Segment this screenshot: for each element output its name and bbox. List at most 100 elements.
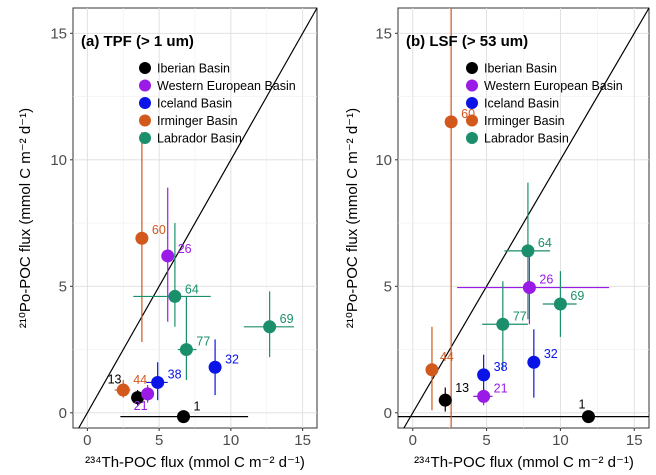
point-label: 21 bbox=[494, 381, 508, 395]
data-point bbox=[522, 281, 536, 295]
x-axis-label-b: ²³⁴Th-POC flux (mmol C m⁻² d⁻¹) bbox=[414, 454, 634, 471]
legend-entry: Iceland Basin bbox=[484, 97, 559, 111]
point-label: 26 bbox=[178, 242, 192, 256]
point-label: 44 bbox=[133, 373, 147, 387]
tick-labels-a: 0 5 10 15 0 5 10 15 bbox=[50, 25, 311, 449]
data-point bbox=[179, 343, 193, 357]
data-point bbox=[553, 297, 567, 311]
point-label: 38 bbox=[168, 367, 182, 381]
y-tick-label: 0 bbox=[384, 405, 392, 422]
x-tick-label: 0 bbox=[83, 432, 91, 449]
data-point bbox=[581, 410, 595, 424]
point-label: 60 bbox=[152, 223, 166, 237]
y-tick-label: 10 bbox=[375, 152, 392, 169]
data-point bbox=[496, 317, 510, 331]
legend-entry: Irminger Basin bbox=[157, 114, 238, 128]
legend-swatch bbox=[139, 132, 151, 144]
point-label: 32 bbox=[544, 347, 558, 361]
legend-b: Iberian Basin Western European Basin Icela… bbox=[466, 62, 623, 146]
point-label: 77 bbox=[513, 309, 527, 323]
data-point bbox=[477, 368, 491, 382]
panel-title-b: (b) LSF (> 53 um) bbox=[406, 33, 528, 50]
point-label: 1 bbox=[194, 400, 201, 414]
point-label: 13 bbox=[108, 373, 122, 387]
x-tick-label: 5 bbox=[155, 432, 163, 449]
data-point bbox=[438, 393, 452, 407]
one-to-one-line bbox=[403, 7, 650, 429]
data-point bbox=[141, 387, 155, 401]
point-label: 64 bbox=[538, 236, 552, 250]
point-label: 13 bbox=[455, 381, 469, 395]
legend-swatch bbox=[466, 79, 478, 92]
legend-a: Iberian Basin Western European Basin Icela… bbox=[139, 62, 296, 146]
reference-line-b bbox=[403, 7, 650, 429]
legend-entry: Iberian Basin bbox=[484, 62, 557, 76]
data-point bbox=[527, 355, 541, 369]
point-label: 64 bbox=[185, 282, 199, 296]
legend-swatch bbox=[466, 97, 478, 109]
data-point bbox=[135, 231, 149, 245]
point-label: 38 bbox=[494, 360, 508, 374]
x-tick-label: 10 bbox=[223, 432, 240, 449]
data-point bbox=[425, 363, 439, 377]
data-point bbox=[444, 115, 458, 129]
data-point bbox=[477, 389, 491, 403]
x-tick-label: 5 bbox=[482, 432, 490, 449]
point-label: 69 bbox=[570, 289, 584, 303]
legend-swatch bbox=[466, 62, 478, 74]
panel-a: 1 13 21 26 38 32 44 60 64 77 69 0 5 10 15 0 5 10 15 (a) T… bbox=[17, 7, 318, 471]
data-point bbox=[521, 244, 535, 258]
point-label: 26 bbox=[539, 273, 553, 287]
legend-entry: Labrador Basin bbox=[484, 132, 569, 146]
panel-title-a: (a) TPF (> 1 um) bbox=[81, 33, 194, 50]
legend-swatch bbox=[139, 79, 151, 92]
point-label: 32 bbox=[225, 352, 239, 366]
y-tick-label: 15 bbox=[375, 25, 392, 42]
y-tick-label: 0 bbox=[59, 405, 67, 422]
data-points-a bbox=[116, 231, 277, 424]
one-to-one-line bbox=[78, 7, 318, 429]
legend-swatch bbox=[139, 114, 151, 127]
legend-entry: Western European Basin bbox=[157, 79, 296, 93]
data-point bbox=[131, 391, 145, 405]
y-tick-label: 15 bbox=[50, 25, 67, 42]
point-label: 77 bbox=[196, 335, 210, 349]
data-point bbox=[263, 320, 277, 334]
y-axis-label-a: ²¹⁰Po-POC flux (mmol C m⁻² d⁻¹) bbox=[17, 108, 34, 328]
legend-entry: Irminger Basin bbox=[484, 114, 565, 128]
legend-swatch bbox=[139, 62, 151, 74]
data-point bbox=[177, 410, 191, 424]
x-axis-label-a: ²³⁴Th-POC flux (mmol C m⁻² d⁻¹) bbox=[85, 454, 305, 471]
data-points-b bbox=[425, 115, 595, 424]
data-point bbox=[168, 289, 182, 303]
x-tick-label: 15 bbox=[626, 432, 643, 449]
legend-swatch bbox=[139, 97, 151, 109]
legend-entry: Labrador Basin bbox=[157, 132, 242, 146]
data-point bbox=[116, 383, 130, 397]
reference-line-a bbox=[78, 7, 318, 429]
x-tick-label: 10 bbox=[552, 432, 569, 449]
tick-labels-b: 0 5 10 15 0 5 10 15 bbox=[375, 25, 642, 449]
x-tick-label: 0 bbox=[409, 432, 417, 449]
y-tick-label: 10 bbox=[50, 152, 67, 169]
y-tick-label: 5 bbox=[384, 278, 392, 295]
legend-swatch bbox=[466, 114, 478, 127]
y-tick-label: 5 bbox=[59, 278, 67, 295]
data-point bbox=[151, 375, 165, 389]
legend-swatch bbox=[466, 132, 478, 144]
data-point bbox=[161, 249, 175, 263]
point-label: 69 bbox=[280, 312, 294, 326]
x-tick-label: 15 bbox=[294, 432, 311, 449]
data-point bbox=[208, 360, 222, 374]
legend-entry: Iceland Basin bbox=[157, 97, 232, 111]
y-axis-label-b: ²¹⁰Po-POC flux (mmol C m⁻² d⁻¹) bbox=[344, 108, 361, 328]
legend-entry: Iberian Basin bbox=[157, 62, 230, 76]
point-label: 1 bbox=[578, 398, 585, 412]
point-label: 21 bbox=[134, 399, 148, 413]
point-labels-a: 1 13 21 26 38 32 44 60 64 77 69 bbox=[108, 223, 294, 413]
legend-entry: Western European Basin bbox=[484, 79, 623, 93]
gridlines-a bbox=[73, 8, 317, 428]
